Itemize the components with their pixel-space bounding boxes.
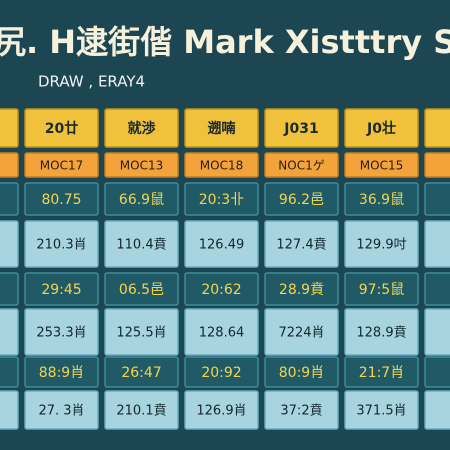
cell-text: 28.9賁 (279, 282, 324, 298)
cell-text: 20:62 (201, 282, 241, 298)
table-cell (24, 308, 99, 356)
cell-text: 遡喃 (208, 120, 236, 137)
table-cell (264, 356, 339, 388)
table-cell (424, 152, 450, 178)
table-cell (24, 182, 99, 216)
table-cell (0, 152, 19, 178)
table-cell (184, 390, 259, 430)
table-cell (104, 356, 179, 388)
table-cell (424, 182, 450, 216)
table-cell (184, 272, 259, 306)
cell-text: 37:2賁 (280, 404, 322, 419)
cell-text: 110.4賁 (116, 238, 166, 253)
cell-text: 126.9肖 (196, 404, 246, 419)
cell-text: 210.3肖 (36, 238, 86, 253)
cell-text: 06.5邑 (119, 282, 164, 298)
cell-text: 36.9鼠 (359, 192, 404, 208)
cell-text: 80.75 (41, 192, 81, 208)
table-cell (0, 108, 19, 148)
cell-text: MOC18 (200, 159, 243, 173)
cell-text: 29:45 (41, 282, 81, 298)
cell-text: 80:9肖 (279, 365, 324, 381)
table-cell (104, 308, 179, 356)
cell-text: 210.1賁 (116, 404, 166, 419)
cell-text: 20:3卝 (199, 192, 244, 208)
table-cell (344, 308, 419, 356)
table-cell (0, 390, 19, 430)
cell-text: 128.9賁 (356, 326, 406, 341)
table-cell (184, 220, 259, 268)
table-cell (0, 356, 19, 388)
cell-text: 26:47 (121, 365, 161, 381)
title: 尻. H逮街偕 Mark Xistttry Se (0, 23, 450, 61)
table-cell (0, 220, 19, 268)
table-cell (104, 108, 179, 148)
cell-text: 126.49 (199, 238, 245, 253)
cell-text: 128.64 (199, 326, 245, 341)
table-cell (344, 152, 419, 178)
cell-text: 27. 3肖 (38, 404, 84, 419)
table-cell (184, 308, 259, 356)
table-cell (24, 390, 99, 430)
table-cell (184, 182, 259, 216)
table-cell (24, 272, 99, 306)
cell-text: 253.3肖 (36, 326, 86, 341)
table-cell (344, 220, 419, 268)
table-cell (264, 220, 339, 268)
table-cell (104, 182, 179, 216)
table-cell (344, 108, 419, 148)
cell-text: 20廿 (45, 120, 78, 137)
cell-text: J031 (283, 121, 318, 137)
cell-text: MOC15 (360, 159, 403, 173)
table-cell (264, 182, 339, 216)
table-cell (184, 152, 259, 178)
table-cell (424, 356, 450, 388)
cell-text: MOC17 (40, 159, 83, 173)
table-cell (24, 152, 99, 178)
table-cell (264, 108, 339, 148)
table-cell (104, 390, 179, 430)
subtitle: DRAW , ERAY4 (38, 73, 145, 91)
table-cell (104, 272, 179, 306)
table-cell (344, 272, 419, 306)
table-cell (0, 308, 19, 356)
cell-text: 129.9吋 (356, 238, 406, 253)
table-cell (0, 182, 19, 216)
table-cell (264, 308, 339, 356)
table-cell (24, 356, 99, 388)
cell-text: 127.4賁 (276, 238, 326, 253)
cell-text: NOC1ゲ (278, 159, 324, 173)
table-cell (424, 390, 450, 430)
table-cell (104, 220, 179, 268)
table-cell (104, 152, 179, 178)
table-cell (424, 220, 450, 268)
table-cell (424, 272, 450, 306)
cell-text: J0壮 (366, 120, 396, 137)
table-cell (344, 390, 419, 430)
table-cell (0, 272, 19, 306)
cell-text: 21:7肖 (359, 365, 404, 381)
cell-text: 125.5肖 (116, 326, 166, 341)
table-cell (264, 390, 339, 430)
table-cell (424, 308, 450, 356)
table-cell (264, 272, 339, 306)
cell-text: 88:9肖 (39, 365, 84, 381)
table-cell (184, 356, 259, 388)
table-cell (424, 108, 450, 148)
table-cell (344, 356, 419, 388)
cell-text: 66.9鼠 (119, 192, 164, 208)
table-cell (184, 108, 259, 148)
cell-text: 371.5肖 (356, 404, 406, 419)
table-cell (24, 108, 99, 148)
table-cell (264, 152, 339, 178)
cell-text: 就渉 (128, 120, 156, 137)
cell-text: 96.2邑 (279, 192, 324, 208)
cell-text: 20:92 (201, 365, 241, 381)
table-cell (344, 182, 419, 216)
cell-text: MOC13 (120, 159, 163, 173)
cell-text: 7224肖 (278, 326, 324, 341)
cell-text: 97:5鼠 (359, 282, 404, 298)
table-cell (24, 220, 99, 268)
